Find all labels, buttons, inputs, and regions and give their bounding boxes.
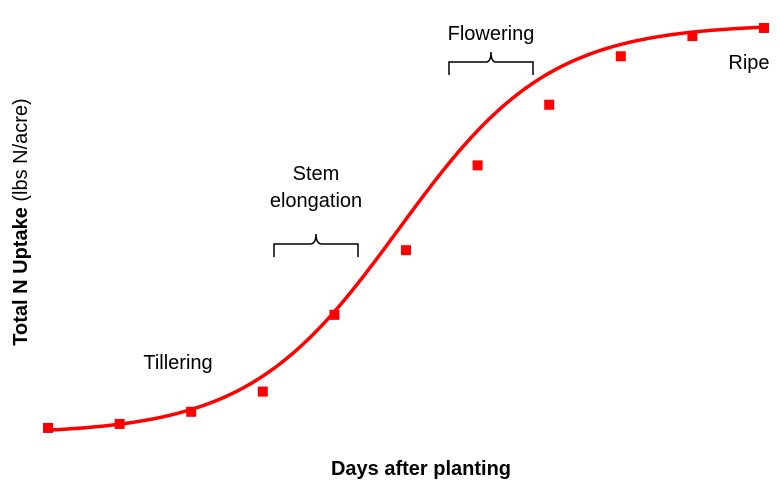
data-point-marker	[615, 51, 626, 62]
marker-layer	[43, 23, 769, 433]
series-line	[47, 25, 765, 432]
data-point-marker	[544, 99, 555, 110]
annotation-stem-line1: Stem	[293, 163, 340, 185]
annotation-tillering: Tillering	[143, 352, 212, 374]
y-axis-label-unit: (lbs N/acre)	[10, 98, 32, 207]
curve-layer	[47, 25, 765, 432]
data-point-marker	[759, 23, 769, 33]
annotation-flowering: Flowering	[448, 23, 535, 45]
annotation-stem-line2: elongation	[270, 190, 362, 212]
data-point-marker	[687, 31, 698, 42]
data-point-marker	[257, 386, 268, 397]
annotation-ripe: Ripe	[728, 52, 769, 74]
data-point-marker	[43, 422, 53, 433]
data-point-marker	[186, 406, 197, 417]
bracket-flowering	[448, 51, 534, 75]
y-axis-label: Total N Uptake (lbs N/acre)	[10, 98, 32, 345]
data-point-marker	[329, 309, 340, 320]
data-point-marker	[401, 245, 411, 256]
y-axis-label-bold: Total N Uptake	[10, 207, 32, 346]
data-point-marker	[472, 160, 483, 171]
x-axis-label: Days after planting	[331, 458, 511, 480]
data-point-marker	[114, 418, 125, 429]
bracket-stem-elongation	[273, 233, 359, 257]
